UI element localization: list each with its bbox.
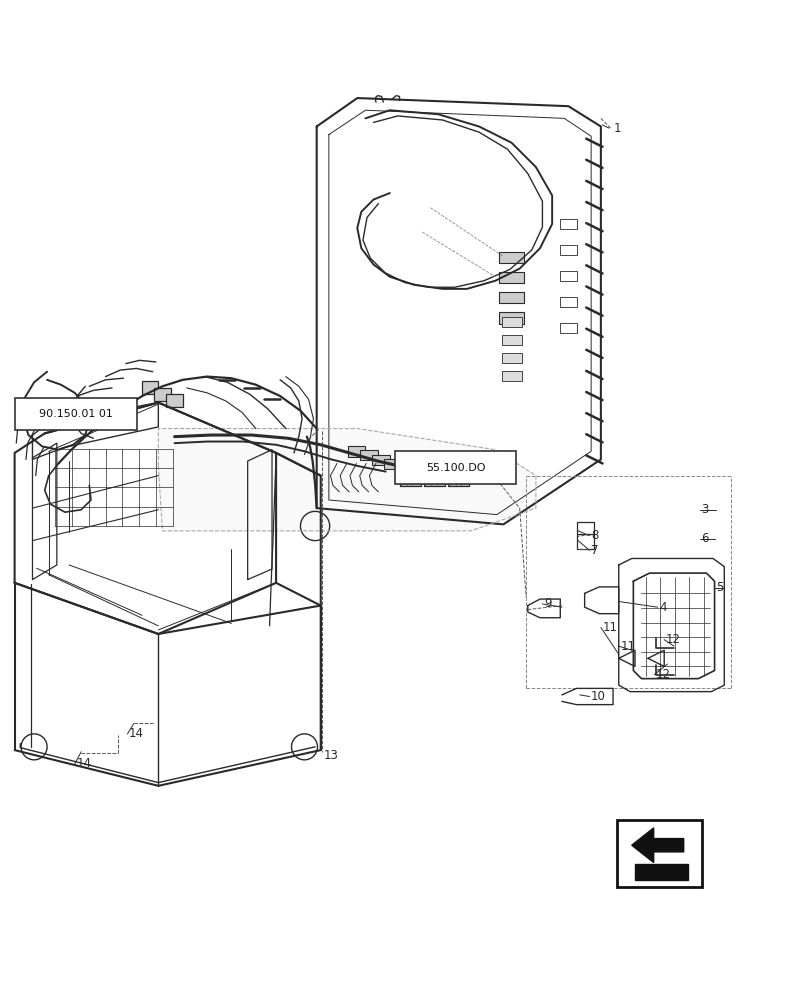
Text: 8: 8 — [590, 529, 598, 542]
Text: 10: 10 — [590, 690, 605, 703]
Bar — [576, 522, 594, 534]
Bar — [423, 468, 444, 486]
Bar — [499, 252, 523, 263]
Bar — [166, 394, 182, 407]
Text: 12: 12 — [655, 668, 670, 681]
Bar — [347, 446, 365, 457]
Bar — [142, 381, 158, 394]
Bar — [560, 297, 576, 307]
Bar — [448, 468, 469, 486]
Bar — [499, 312, 523, 324]
Bar — [499, 292, 523, 303]
Bar — [154, 388, 170, 401]
Bar — [616, 820, 702, 887]
Bar — [501, 353, 521, 363]
Text: 11: 11 — [602, 621, 616, 634]
Bar — [560, 245, 576, 255]
Text: 11: 11 — [620, 640, 634, 653]
Text: 14: 14 — [76, 757, 91, 770]
Bar — [399, 468, 420, 486]
Text: 7: 7 — [590, 544, 598, 557]
Bar — [501, 335, 521, 345]
Text: 90.150.01 01: 90.150.01 01 — [40, 409, 113, 419]
Bar — [576, 534, 594, 549]
Text: 55.100.DO: 55.100.DO — [425, 463, 485, 473]
Bar — [15, 398, 137, 430]
Bar — [359, 450, 377, 460]
Bar — [384, 459, 401, 469]
Bar — [371, 455, 389, 465]
Bar — [560, 323, 576, 333]
Bar — [560, 271, 576, 281]
Text: 1: 1 — [613, 122, 620, 135]
Text: 2: 2 — [438, 463, 445, 476]
Text: 5: 5 — [715, 581, 723, 594]
Bar — [634, 864, 687, 880]
Text: 3: 3 — [701, 503, 708, 516]
Bar — [47, 409, 75, 427]
Text: 6: 6 — [701, 532, 708, 545]
Bar — [499, 272, 523, 283]
Text: 4: 4 — [659, 601, 666, 614]
Text: 9: 9 — [543, 597, 551, 610]
Text: 14: 14 — [129, 727, 144, 740]
Polygon shape — [631, 828, 683, 863]
Bar — [501, 371, 521, 381]
Text: 12: 12 — [665, 633, 680, 646]
Bar — [560, 219, 576, 229]
Polygon shape — [158, 429, 535, 531]
Bar — [501, 317, 521, 327]
Text: 13: 13 — [323, 749, 337, 762]
Bar — [394, 451, 516, 484]
